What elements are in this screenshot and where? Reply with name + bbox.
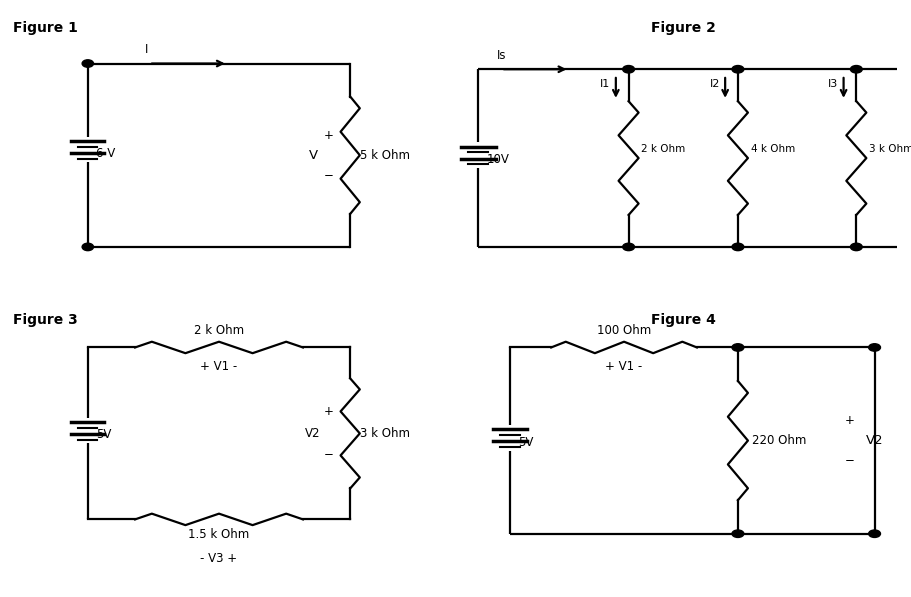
Text: 2 k Ohm: 2 k Ohm bbox=[641, 144, 686, 155]
Circle shape bbox=[868, 344, 880, 351]
Circle shape bbox=[868, 530, 880, 537]
Circle shape bbox=[851, 66, 863, 73]
Text: 10V: 10V bbox=[486, 153, 509, 166]
Text: −: − bbox=[844, 454, 855, 467]
Text: 3 k Ohm: 3 k Ohm bbox=[360, 427, 410, 440]
Text: I: I bbox=[145, 44, 148, 56]
Circle shape bbox=[82, 243, 94, 251]
Text: + V1 -: + V1 - bbox=[606, 361, 642, 373]
Text: Figure 1: Figure 1 bbox=[13, 20, 77, 35]
Circle shape bbox=[732, 344, 744, 351]
Text: 5V: 5V bbox=[518, 436, 534, 448]
Circle shape bbox=[623, 243, 635, 251]
Text: +: + bbox=[844, 414, 855, 427]
Text: + V1 -: + V1 - bbox=[200, 361, 238, 373]
Text: I2: I2 bbox=[710, 79, 720, 88]
Circle shape bbox=[623, 66, 635, 73]
Text: −: − bbox=[323, 448, 333, 461]
Text: 5 k Ohm: 5 k Ohm bbox=[360, 149, 410, 162]
Text: Figure 2: Figure 2 bbox=[650, 20, 716, 35]
Circle shape bbox=[732, 66, 744, 73]
Text: Is: Is bbox=[496, 49, 506, 62]
Text: 100 Ohm: 100 Ohm bbox=[597, 324, 651, 337]
Text: V: V bbox=[309, 149, 318, 162]
Text: 5V: 5V bbox=[96, 429, 111, 441]
Circle shape bbox=[732, 243, 744, 251]
Text: +: + bbox=[323, 405, 333, 418]
Text: V2: V2 bbox=[865, 434, 883, 447]
Text: 2 k Ohm: 2 k Ohm bbox=[194, 324, 244, 337]
Circle shape bbox=[82, 60, 94, 67]
Text: 220 Ohm: 220 Ohm bbox=[752, 434, 806, 447]
Text: −: − bbox=[323, 169, 333, 181]
Text: 3 k Ohm: 3 k Ohm bbox=[869, 144, 911, 155]
Text: 1.5 k Ohm: 1.5 k Ohm bbox=[189, 528, 250, 541]
Text: Figure 4: Figure 4 bbox=[650, 313, 716, 327]
Text: V2: V2 bbox=[305, 427, 321, 440]
Text: - V3 +: - V3 + bbox=[200, 552, 238, 565]
Text: I1: I1 bbox=[600, 79, 610, 88]
Circle shape bbox=[851, 243, 863, 251]
Text: 4 k Ohm: 4 k Ohm bbox=[751, 144, 795, 155]
Text: I3: I3 bbox=[828, 79, 838, 88]
Text: 6 V: 6 V bbox=[96, 147, 115, 160]
Text: Figure 3: Figure 3 bbox=[13, 313, 77, 327]
Circle shape bbox=[732, 530, 744, 537]
Text: +: + bbox=[323, 129, 333, 141]
